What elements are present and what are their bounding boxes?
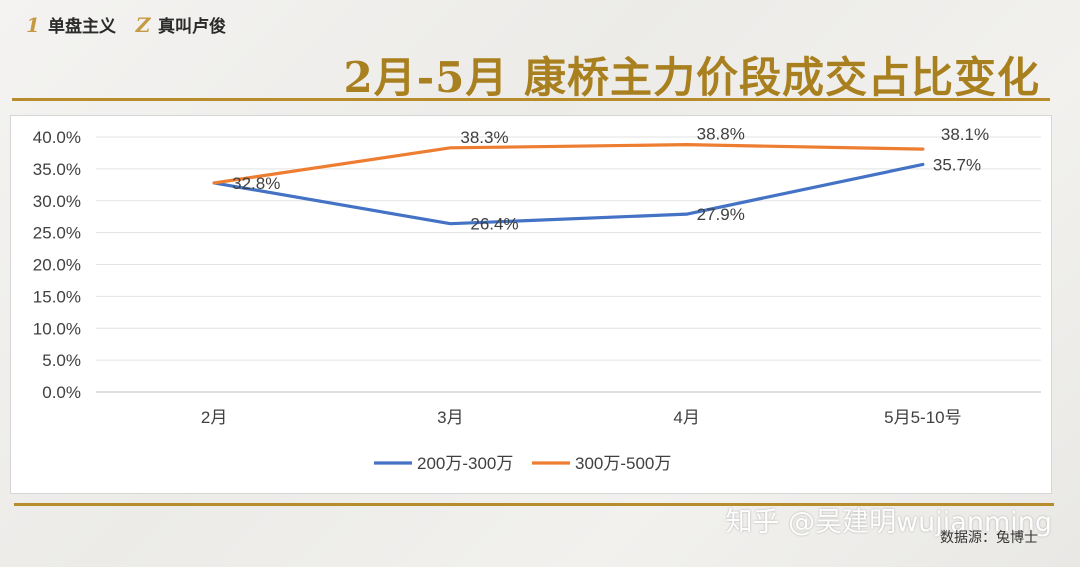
data-label: 27.9% (697, 205, 745, 224)
chart-panel: 0.0% 5.0% 10.0% 15.0% 20.0% 25.0% 30.0% 35.0% 40… (10, 115, 1052, 494)
data-label: 35.7% (933, 155, 981, 174)
x-tick-label: 5月5-10号 (884, 408, 961, 427)
y-tick-label: 10.0% (33, 319, 81, 338)
y-tick-label: 35.0% (33, 160, 81, 179)
series-line (212, 162, 925, 226)
y-tick-label: 25.0% (33, 224, 81, 243)
brand-1-icon: 1 (26, 12, 40, 37)
brand-2-icon: Z (135, 12, 151, 37)
x-tick-label: 4月 (673, 408, 699, 427)
title-divider (12, 98, 1050, 101)
source-note: 数据源：兔博士 (940, 530, 1038, 546)
data-label: 38.3% (460, 128, 508, 147)
y-tick-label: 0.0% (42, 383, 81, 402)
watermark: 知乎 @吴建明wujianming (725, 507, 1053, 538)
page-title: 2月-5月 康桥主力价段成交占比变化 (343, 53, 1040, 102)
series-line (212, 143, 925, 185)
line-chart: 0.0% 5.0% 10.0% 15.0% 20.0% 25.0% 30.0% 35.0% 40… (33, 125, 1041, 473)
data-label: 26.4% (470, 215, 518, 234)
y-tick-label: 15.0% (33, 287, 81, 306)
data-label: 38.8% (697, 125, 745, 144)
y-tick-label: 30.0% (33, 192, 81, 211)
brand-item-1: 1 单盘主义 (22, 12, 116, 38)
y-tick-label: 40.0% (33, 128, 81, 147)
legend-label: 200万-300万 (417, 454, 513, 473)
brand-1-label: 单盘主义 (48, 17, 116, 37)
y-tick-label: 5.0% (42, 351, 81, 370)
brand-bar: 1 单盘主义 Z 真叫卢俊 (22, 12, 226, 38)
brand-2-label: 真叫卢俊 (158, 17, 226, 37)
x-tick-label: 3月 (437, 408, 463, 427)
data-label: 38.1% (941, 125, 989, 144)
x-tick-label: 2月 (201, 408, 227, 427)
data-label: 32.8% (232, 174, 280, 193)
y-tick-label: 20.0% (33, 256, 81, 275)
legend-label: 300万-500万 (575, 454, 671, 473)
brand-item-2: Z 真叫卢俊 (132, 12, 226, 38)
footer-divider (14, 503, 1054, 506)
